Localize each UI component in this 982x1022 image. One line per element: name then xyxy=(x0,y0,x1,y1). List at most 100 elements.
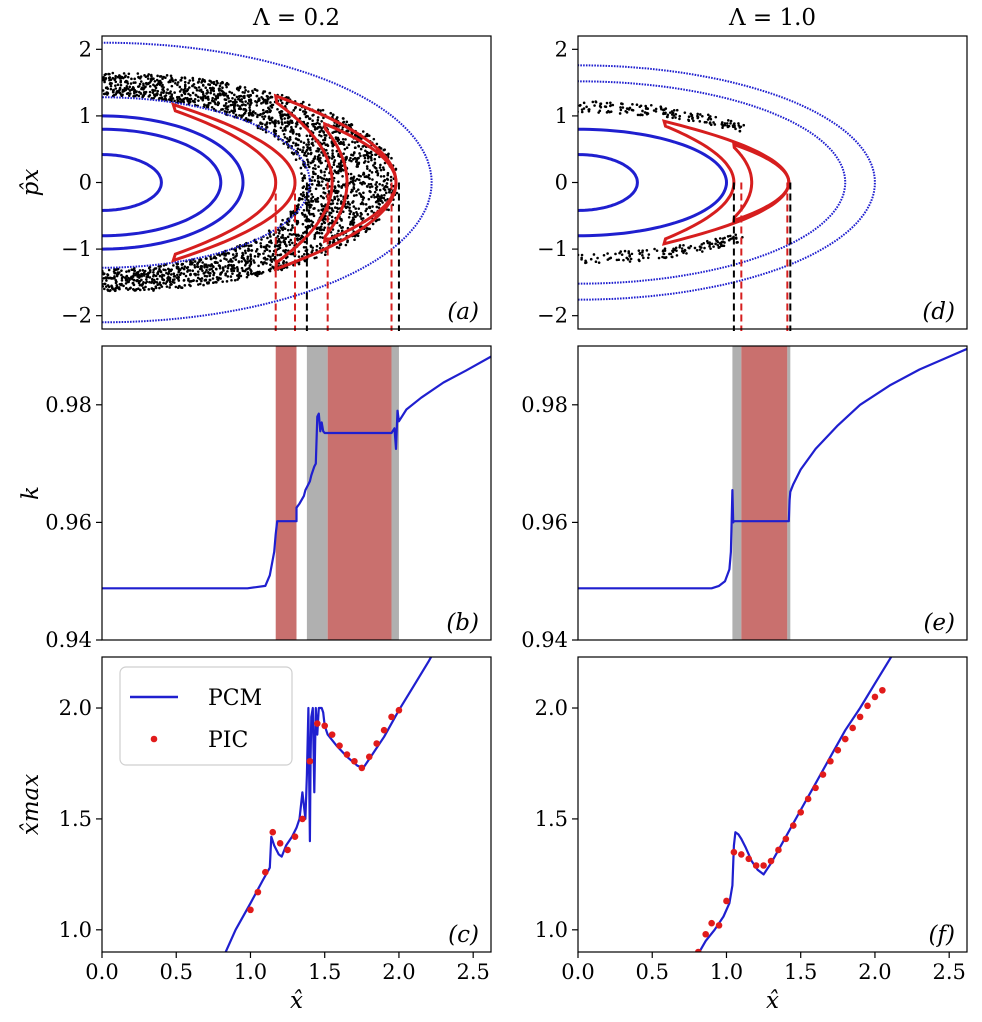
chaotic-dot xyxy=(313,164,317,167)
chaotic-dot xyxy=(211,277,215,280)
chaotic-dot xyxy=(637,249,641,252)
chaotic-dot xyxy=(374,183,377,186)
chaotic-dot xyxy=(365,165,369,168)
chaotic-dot xyxy=(212,107,216,111)
chaotic-dot xyxy=(107,72,110,76)
chaotic-dot xyxy=(160,85,164,88)
chaotic-dot xyxy=(152,278,156,282)
y-tick-label: −2 xyxy=(61,304,92,328)
pic-point xyxy=(834,746,842,754)
chaotic-dot xyxy=(106,91,110,95)
chaotic-dot xyxy=(230,91,234,95)
chaotic-dot xyxy=(352,218,356,221)
chaotic-dot xyxy=(120,75,124,79)
pic-point xyxy=(708,919,715,927)
chaotic-dot xyxy=(707,116,711,119)
series-line-k xyxy=(102,355,491,590)
chaotic-dot xyxy=(383,193,386,197)
chaotic-dot xyxy=(231,253,235,256)
chaotic-dot xyxy=(221,108,224,111)
chaotic-dot xyxy=(268,269,272,273)
chaotic-dot xyxy=(308,205,312,209)
chaotic-dot xyxy=(161,273,164,277)
chaotic-dot xyxy=(701,114,704,118)
chaotic-dot xyxy=(195,88,199,92)
chaotic-dot xyxy=(189,273,192,277)
chaotic-dot xyxy=(160,275,164,279)
chaotic-dot xyxy=(130,77,133,81)
chaotic-dot xyxy=(283,121,287,124)
chaotic-dot xyxy=(587,108,591,111)
chaotic-dot xyxy=(379,175,383,178)
chaotic-dot xyxy=(349,156,352,160)
chaotic-dot xyxy=(295,234,298,237)
chaotic-dot xyxy=(721,126,724,130)
chaotic-dot xyxy=(646,256,650,260)
chaotic-dot xyxy=(379,163,382,167)
chaotic-dot xyxy=(317,209,320,212)
pic-point xyxy=(849,724,856,732)
chaotic-dot xyxy=(284,125,288,128)
chaotic-dot xyxy=(254,273,257,277)
chaotic-dot xyxy=(263,90,267,93)
chaotic-dot xyxy=(357,145,361,148)
y-tick-label: 0 xyxy=(555,171,568,195)
chaotic-dot xyxy=(664,111,667,115)
chaotic-dot xyxy=(159,283,163,287)
chaotic-dot xyxy=(146,77,150,80)
chaotic-dot xyxy=(174,81,177,85)
chaotic-dot xyxy=(729,122,732,125)
chaotic-dot xyxy=(196,270,200,273)
chaotic-dot xyxy=(589,257,593,261)
chaotic-dot xyxy=(354,207,357,210)
chaotic-dot xyxy=(351,189,354,193)
y-tick-label: 2 xyxy=(79,37,92,61)
series-pic xyxy=(247,706,403,914)
chaotic-dot xyxy=(372,137,376,141)
chaotic-dot xyxy=(323,174,326,177)
chaotic-dot xyxy=(158,96,161,100)
chaotic-dot xyxy=(127,276,130,280)
chaotic-dot xyxy=(165,285,169,288)
chaotic-dot xyxy=(313,235,317,239)
chaotic-dot xyxy=(299,166,303,170)
chaotic-dot xyxy=(340,229,344,232)
chaotic-dot xyxy=(106,273,110,277)
chaotic-dot xyxy=(344,243,348,247)
chaotic-dot xyxy=(112,287,115,291)
chaotic-dot xyxy=(225,85,228,89)
chaotic-dot xyxy=(294,125,298,128)
chaotic-dot xyxy=(217,264,221,267)
chaotic-dot xyxy=(291,132,295,135)
chaotic-dot xyxy=(201,96,205,99)
chaotic-dot xyxy=(131,85,135,89)
chaotic-dot xyxy=(302,193,306,197)
chaotic-dot xyxy=(580,256,583,260)
chaotic-dot xyxy=(211,269,215,273)
chaotic-dot xyxy=(232,269,236,273)
chaotic-dot xyxy=(637,258,641,262)
chaotic-dot xyxy=(597,111,600,114)
chaotic-dot xyxy=(143,288,146,292)
chaotic-dot xyxy=(299,140,303,143)
chaotic-dot xyxy=(628,253,632,257)
chaotic-dot xyxy=(129,92,132,95)
chaotic-dot xyxy=(240,266,244,270)
chaotic-dot xyxy=(342,143,346,146)
chaotic-dot xyxy=(339,194,343,197)
chaotic-dot xyxy=(127,269,131,272)
chaotic-dot xyxy=(193,260,197,263)
chaotic-dot xyxy=(313,128,317,131)
chaotic-dot xyxy=(172,272,176,276)
chaotic-dot xyxy=(240,98,244,101)
chaotic-dot xyxy=(153,89,157,92)
chaotic-dot xyxy=(297,234,301,237)
chaotic-dot xyxy=(269,235,272,238)
x-tick-label: 0.0 xyxy=(561,960,594,984)
chaotic-dot xyxy=(325,167,328,171)
chaotic-dot xyxy=(218,266,222,270)
chaotic-dot xyxy=(161,88,164,91)
chaotic-dot xyxy=(326,144,330,148)
chaotic-dot xyxy=(144,285,147,289)
chaotic-dot xyxy=(360,195,363,198)
